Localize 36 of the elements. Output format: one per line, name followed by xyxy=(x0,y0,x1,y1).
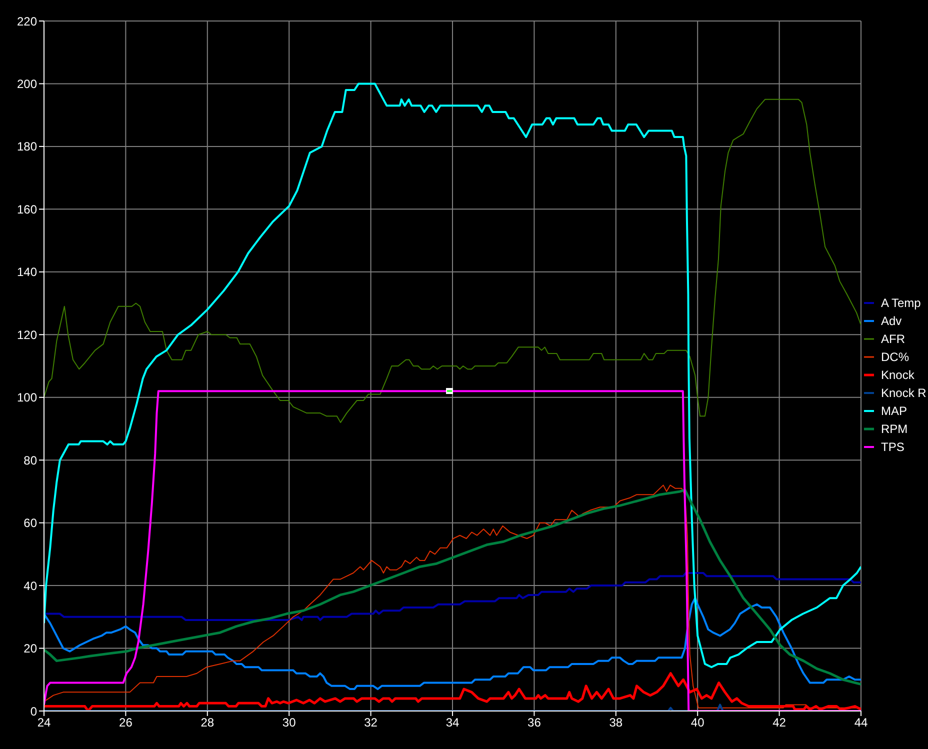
legend-label: RPM xyxy=(881,422,908,436)
legend-label: AFR xyxy=(881,332,905,346)
legend-label: DC% xyxy=(881,350,910,364)
y-tick-label: 40 xyxy=(24,578,38,593)
line-series xyxy=(44,572,861,622)
y-tick-label: 220 xyxy=(16,14,38,28)
legend-label: Knock xyxy=(881,368,914,382)
y-tick-label: 140 xyxy=(16,265,38,280)
y-tick-label: 0 xyxy=(30,704,38,718)
x-tick-label: 34 xyxy=(446,716,460,730)
legend-label: A Temp xyxy=(881,296,921,310)
y-tick-label: 180 xyxy=(16,140,38,154)
y-tick-label: 60 xyxy=(24,516,38,530)
y-tick-label: 100 xyxy=(16,390,38,405)
line-series xyxy=(44,597,861,690)
legend-label: Knock R xyxy=(881,386,926,400)
x-tick-label: 26 xyxy=(119,716,133,730)
legend-label: Adv xyxy=(881,314,902,328)
x-tick-label: 40 xyxy=(690,716,705,730)
line-series xyxy=(44,98,861,423)
x-tick-label: 24 xyxy=(37,716,51,730)
x-tick-label: 44 xyxy=(854,716,868,730)
y-tick-label: 160 xyxy=(16,202,38,216)
legend-label: MAP xyxy=(881,404,908,418)
x-tick-label: 32 xyxy=(364,716,378,730)
x-tick-label: 38 xyxy=(609,716,623,730)
line-series xyxy=(44,82,861,668)
y-tick-label: 120 xyxy=(16,328,38,342)
y-tick-label: 20 xyxy=(24,642,38,656)
x-tick-label: 30 xyxy=(282,716,296,730)
legend-label: TPS xyxy=(881,440,904,454)
x-tick-label: 42 xyxy=(772,716,786,730)
x-tick-label: 36 xyxy=(528,716,542,730)
y-tick-label: 80 xyxy=(24,453,38,468)
x-tick-label: 28 xyxy=(200,716,214,730)
y-tick-label: 200 xyxy=(16,76,38,91)
